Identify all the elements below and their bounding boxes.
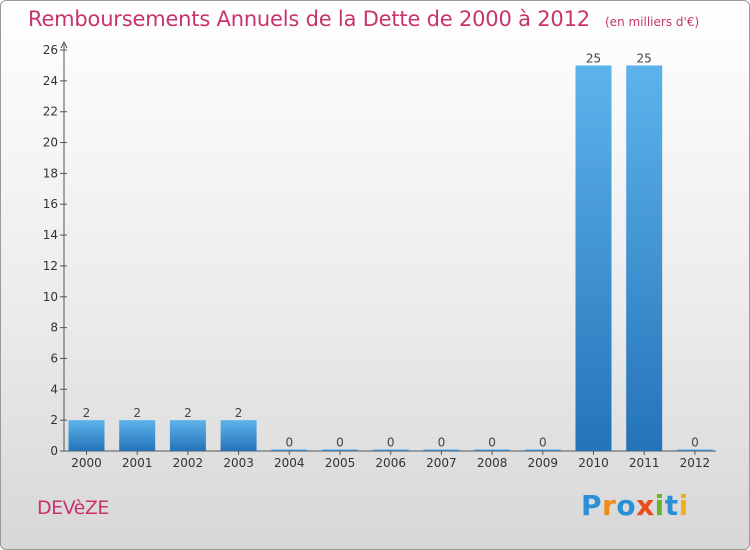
y-tick-label: 4 (50, 382, 58, 396)
y-tick-label: 12 (43, 259, 58, 273)
data-label-2004: 0 (285, 436, 293, 450)
data-label-2006: 0 (387, 436, 395, 450)
y-tick-label: 24 (43, 74, 58, 88)
logo-letter: i (654, 489, 665, 522)
x-tick-label: 2003 (223, 456, 254, 470)
bar-2010 (575, 65, 612, 451)
y-tick-label: 16 (43, 197, 58, 211)
bar-2001 (119, 420, 156, 451)
x-tick-label: 2002 (173, 456, 204, 470)
x-tick-label: 2001 (122, 456, 153, 470)
bar-2005 (322, 449, 358, 451)
logo-letter: r (602, 489, 617, 522)
y-tick-label: 2 (50, 413, 58, 427)
data-label-2005: 0 (336, 436, 344, 450)
y-tick-label: 0 (50, 444, 58, 458)
y-tick-label: 6 (50, 351, 58, 365)
y-tick-label: 10 (43, 290, 58, 304)
data-label-2009: 0 (539, 436, 547, 450)
y-axis-arrow (60, 40, 68, 49)
chart-subtitle: (en milliers d'€) (605, 15, 700, 29)
data-label-2010: 25 (586, 51, 601, 65)
data-label-2003: 2 (235, 406, 243, 420)
x-tick-label: 2012 (680, 456, 711, 470)
data-label-2011: 25 (637, 51, 652, 65)
bar-2009 (524, 449, 561, 451)
x-tick-label: 2007 (426, 456, 457, 470)
y-tick-label: 8 (50, 321, 58, 335)
logo-letter: x (636, 489, 655, 522)
logo-letter: P (581, 489, 603, 522)
x-tick-label: 2000 (71, 456, 102, 470)
bars (68, 65, 713, 451)
bar-2011 (626, 65, 663, 451)
x-tick-label: 2008 (477, 456, 508, 470)
y-tick-label: 18 (43, 166, 58, 180)
commune-name: DEVèZE (37, 497, 109, 519)
x-tick-label: 2009 (528, 456, 559, 470)
bar-2004 (271, 449, 308, 451)
logo-letter: i (678, 489, 689, 522)
x-tick-label: 2006 (375, 456, 406, 470)
y-tick-label: 20 (43, 136, 58, 150)
bar-2007 (423, 449, 460, 451)
logo-letter: t (664, 489, 679, 522)
bar-2012 (676, 449, 713, 451)
data-label-2001: 2 (133, 406, 141, 420)
proxiti-logo: Proxiti (581, 489, 689, 522)
data-label-2002: 2 (184, 406, 192, 420)
bar-2003 (220, 420, 257, 451)
y-tick-label: 14 (43, 228, 58, 242)
x-tick-label: 2005 (325, 456, 356, 470)
data-label-2007: 0 (438, 436, 446, 450)
title-row: Remboursements Annuels de la Dette de 20… (28, 7, 699, 31)
x-tick-label: 2011 (629, 456, 660, 470)
data-labels: 2 2 2 2 0 0 0 0 0 0 25 25 0 (83, 51, 699, 449)
data-label-2008: 0 (488, 436, 496, 450)
bar-2006 (372, 449, 409, 451)
y-tick-label: 26 (43, 43, 58, 57)
y-tick-label: 22 (43, 105, 58, 119)
logo-letter: o (616, 489, 637, 522)
bar-2000 (68, 420, 105, 451)
chart-title: Remboursements Annuels de la Dette de 20… (28, 7, 590, 31)
bar-2008 (474, 449, 511, 451)
x-tick-label: 2004 (274, 456, 305, 470)
data-label-2012: 0 (691, 436, 699, 450)
data-label-2000: 2 (83, 406, 91, 420)
bar-2002 (169, 420, 206, 451)
x-tick-label: 2010 (578, 456, 609, 470)
